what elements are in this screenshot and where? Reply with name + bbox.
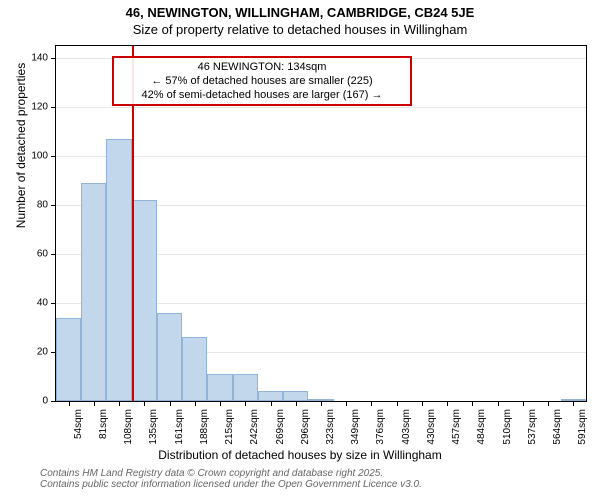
ytick-mark <box>51 58 56 59</box>
xtick-label: 376sqm <box>375 409 386 459</box>
ytick-mark <box>51 205 56 206</box>
ytick-label: 60 <box>37 249 48 260</box>
histogram-bar <box>81 183 106 401</box>
ytick-label: 80 <box>37 200 48 211</box>
xtick-label: 457sqm <box>451 409 462 459</box>
xtick-mark <box>422 401 423 406</box>
xtick-mark <box>170 401 171 406</box>
ytick-label: 0 <box>42 396 48 407</box>
xtick-label: 188sqm <box>199 409 210 459</box>
xtick-mark <box>371 401 372 406</box>
xtick-mark <box>573 401 574 406</box>
histogram-bar <box>157 313 182 401</box>
histogram-bar <box>56 318 81 401</box>
xtick-label: 537sqm <box>527 409 538 459</box>
xtick-mark <box>397 401 398 406</box>
xtick-label: 349sqm <box>350 409 361 459</box>
ytick-label: 100 <box>31 151 48 162</box>
ytick-mark <box>51 401 56 402</box>
chart-container: 46, NEWINGTON, WILLINGHAM, CAMBRIDGE, CB… <box>0 0 600 500</box>
y-axis-label: Number of detached properties <box>14 0 28 323</box>
ytick-mark <box>51 303 56 304</box>
footer-line-2: Contains public sector information licen… <box>40 479 422 490</box>
xtick-mark <box>472 401 473 406</box>
histogram-bar <box>106 139 131 401</box>
gridline <box>56 107 586 108</box>
histogram-bar <box>132 200 157 401</box>
histogram-bar <box>258 391 283 401</box>
title-sub: Size of property relative to detached ho… <box>0 22 600 37</box>
xtick-label: 242sqm <box>249 409 260 459</box>
annotation-line: 46 NEWINGTON: 134sqm <box>116 60 408 74</box>
ytick-mark <box>51 156 56 157</box>
annotation-line: ← 57% of detached houses are smaller (22… <box>116 74 408 88</box>
ytick-mark <box>51 254 56 255</box>
xtick-label: 591sqm <box>577 409 588 459</box>
ytick-label: 20 <box>37 347 48 358</box>
xtick-mark <box>346 401 347 406</box>
footer-line-1: Contains HM Land Registry data © Crown c… <box>40 468 422 479</box>
xtick-mark <box>271 401 272 406</box>
xtick-label: 161sqm <box>174 409 185 459</box>
xtick-label: 296sqm <box>300 409 311 459</box>
ytick-label: 120 <box>31 102 48 113</box>
xtick-label: 323sqm <box>325 409 336 459</box>
histogram-bar <box>182 337 207 401</box>
xtick-label: 54sqm <box>73 409 84 459</box>
xtick-label: 269sqm <box>275 409 286 459</box>
xtick-mark <box>523 401 524 406</box>
xtick-mark <box>94 401 95 406</box>
xtick-label: 403sqm <box>401 409 412 459</box>
xtick-label: 135sqm <box>148 409 159 459</box>
xtick-label: 484sqm <box>476 409 487 459</box>
xtick-label: 430sqm <box>426 409 437 459</box>
gridline <box>56 156 586 157</box>
xtick-mark <box>195 401 196 406</box>
histogram-bar <box>233 374 258 401</box>
histogram-bar <box>283 391 308 401</box>
ytick-label: 40 <box>37 298 48 309</box>
footer-attribution: Contains HM Land Registry data © Crown c… <box>40 468 422 490</box>
xtick-label: 81sqm <box>98 409 109 459</box>
xtick-mark <box>119 401 120 406</box>
plot-area: 02040608010012014054sqm81sqm108sqm135sqm… <box>55 45 587 402</box>
xtick-mark <box>498 401 499 406</box>
xtick-label: 510sqm <box>502 409 513 459</box>
xtick-mark <box>245 401 246 406</box>
xtick-label: 564sqm <box>552 409 563 459</box>
xtick-mark <box>220 401 221 406</box>
xtick-mark <box>321 401 322 406</box>
xtick-label: 215sqm <box>224 409 235 459</box>
title-main: 46, NEWINGTON, WILLINGHAM, CAMBRIDGE, CB… <box>0 5 600 20</box>
xtick-label: 108sqm <box>123 409 134 459</box>
histogram-bar <box>207 374 232 401</box>
xtick-mark <box>296 401 297 406</box>
ytick-mark <box>51 107 56 108</box>
xtick-mark <box>548 401 549 406</box>
xtick-mark <box>69 401 70 406</box>
annotation-line: 42% of semi-detached houses are larger (… <box>116 88 408 102</box>
xtick-mark <box>144 401 145 406</box>
xtick-mark <box>447 401 448 406</box>
annotation-box: 46 NEWINGTON: 134sqm← 57% of detached ho… <box>112 56 412 106</box>
ytick-label: 140 <box>31 53 48 64</box>
